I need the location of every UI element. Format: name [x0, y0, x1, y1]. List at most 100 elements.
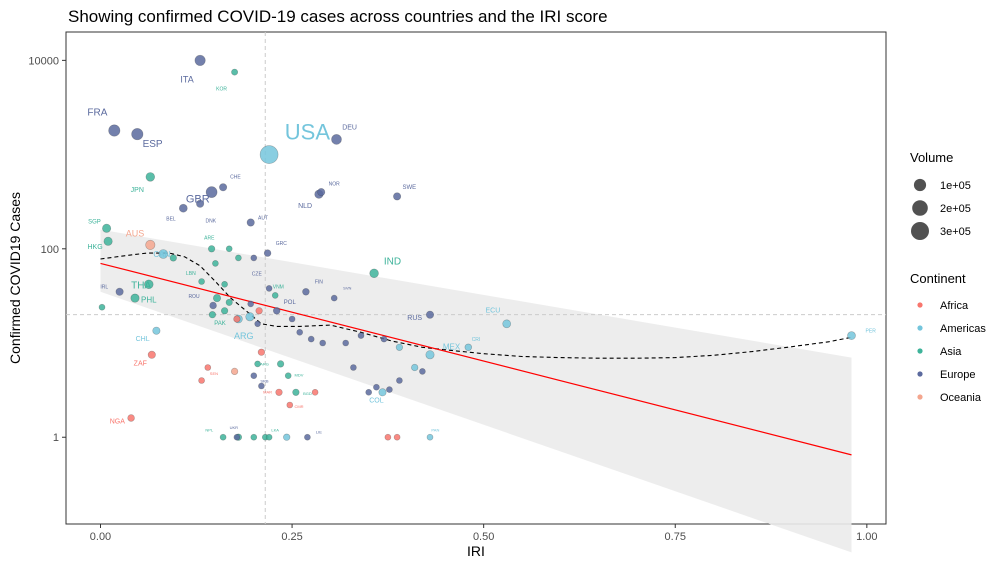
point-label: RUS	[407, 315, 422, 322]
legend-volume-label: 1e+05	[940, 180, 971, 192]
point-col	[378, 388, 387, 397]
point-arg2	[254, 360, 261, 368]
x-tick-label: 1.00	[856, 531, 877, 543]
point-label: THA	[131, 280, 151, 291]
point-label: ECU	[486, 308, 501, 315]
legend-continent-label: Oceania	[940, 392, 982, 404]
point-label: DNK	[206, 219, 217, 225]
point-arg	[245, 312, 255, 322]
point-bgr	[288, 315, 296, 323]
point-label: LKA	[271, 428, 279, 433]
point-srb2	[258, 382, 265, 390]
legend-continent-key	[917, 348, 923, 354]
legend-continent-label: Asia	[940, 346, 962, 358]
point-idn	[213, 294, 222, 303]
legend-volume-key	[913, 178, 927, 192]
point-per	[847, 331, 856, 340]
point-label: CHL	[136, 336, 150, 343]
point-irl	[115, 287, 124, 296]
point-vnm	[271, 292, 279, 299]
point-label: ZAF	[134, 360, 147, 367]
point-label: SGP	[88, 220, 101, 226]
legend-volume-key	[912, 200, 928, 216]
point-tha	[144, 279, 154, 289]
point-cri	[464, 343, 472, 351]
point-chl	[152, 326, 161, 335]
point-lbn	[198, 278, 205, 285]
point-sen2	[384, 433, 392, 441]
confidence-band	[100, 229, 852, 553]
point-rou	[209, 301, 217, 310]
point-irn_z	[98, 303, 106, 311]
point-label: CRI	[472, 337, 481, 343]
point-are	[208, 245, 216, 253]
legend-continent-key	[917, 302, 923, 308]
legend-continent-key	[917, 371, 923, 377]
point-sau	[169, 254, 177, 262]
point-mdv	[284, 372, 292, 380]
point-cyp	[254, 320, 261, 327]
point-bih	[250, 372, 258, 380]
point-mlt	[373, 383, 380, 391]
point-usa	[259, 145, 279, 164]
reference-lines-layer	[66, 32, 886, 524]
point-label: USA	[285, 119, 331, 144]
point-ury	[411, 363, 419, 372]
point-mys	[225, 298, 233, 306]
point-label: ROU	[188, 294, 200, 300]
point-cze	[265, 285, 273, 292]
point-label: CHE	[230, 174, 241, 180]
point-label: NLD	[298, 203, 312, 210]
smooth-curve	[100, 252, 852, 359]
point-aut	[246, 218, 255, 227]
point-npl	[219, 433, 227, 441]
point-can	[158, 249, 169, 259]
point-label: PAN	[431, 428, 439, 433]
point-tun	[204, 364, 212, 371]
point-bel	[179, 203, 188, 213]
chart-title: Showing confirmed COVID-19 cases across …	[68, 7, 608, 26]
point-bhr	[225, 245, 233, 253]
point-pol	[273, 307, 281, 315]
point-isr	[221, 307, 229, 315]
point-label: POL	[284, 300, 297, 306]
point-mex	[425, 350, 435, 360]
point-label: GBR	[186, 194, 210, 206]
point-labels-layer: USA ITA KOR FRA ESP DEU JPN CHE NOR SWE GBR NLD BEL D…	[87, 75, 876, 435]
point-grc	[263, 249, 272, 257]
point-label: DEU	[342, 124, 357, 131]
point-irq	[221, 280, 228, 288]
point-svk	[380, 335, 388, 343]
point-geo	[265, 433, 273, 441]
point-label: NPL	[205, 428, 214, 433]
x-tick-label: 0.75	[665, 531, 686, 543]
point-isl	[250, 254, 258, 262]
point-srb	[307, 335, 315, 343]
legend-continent-key	[917, 325, 923, 331]
point-label: GRC	[276, 241, 288, 247]
point-fin	[302, 288, 310, 296]
y-axis: 1 100 10000	[28, 55, 66, 444]
point-label: CMR	[294, 404, 303, 409]
y-tick-label: 1	[53, 432, 59, 444]
point-label: JPN	[131, 187, 144, 194]
point-label: MEX	[443, 343, 461, 352]
point-nor	[317, 188, 326, 197]
point-label: VNM	[273, 284, 284, 290]
point-label: LBN	[186, 271, 196, 277]
legend-volume-title: Volume	[910, 150, 953, 165]
point-label: MDV	[295, 373, 304, 378]
point-esp	[131, 128, 144, 141]
legend-continent-key	[917, 394, 923, 400]
point-label: SEN	[210, 371, 218, 376]
point-bfa	[393, 433, 401, 441]
point-phl	[130, 293, 140, 303]
point-label: FRA	[87, 108, 107, 119]
point-jpn	[145, 172, 156, 182]
point-hrv	[296, 328, 304, 336]
point-label: ITA	[180, 75, 193, 85]
point-mar	[257, 348, 266, 356]
point-pry	[283, 433, 291, 441]
point-alb	[386, 386, 393, 393]
point-label: NOR	[329, 182, 341, 188]
